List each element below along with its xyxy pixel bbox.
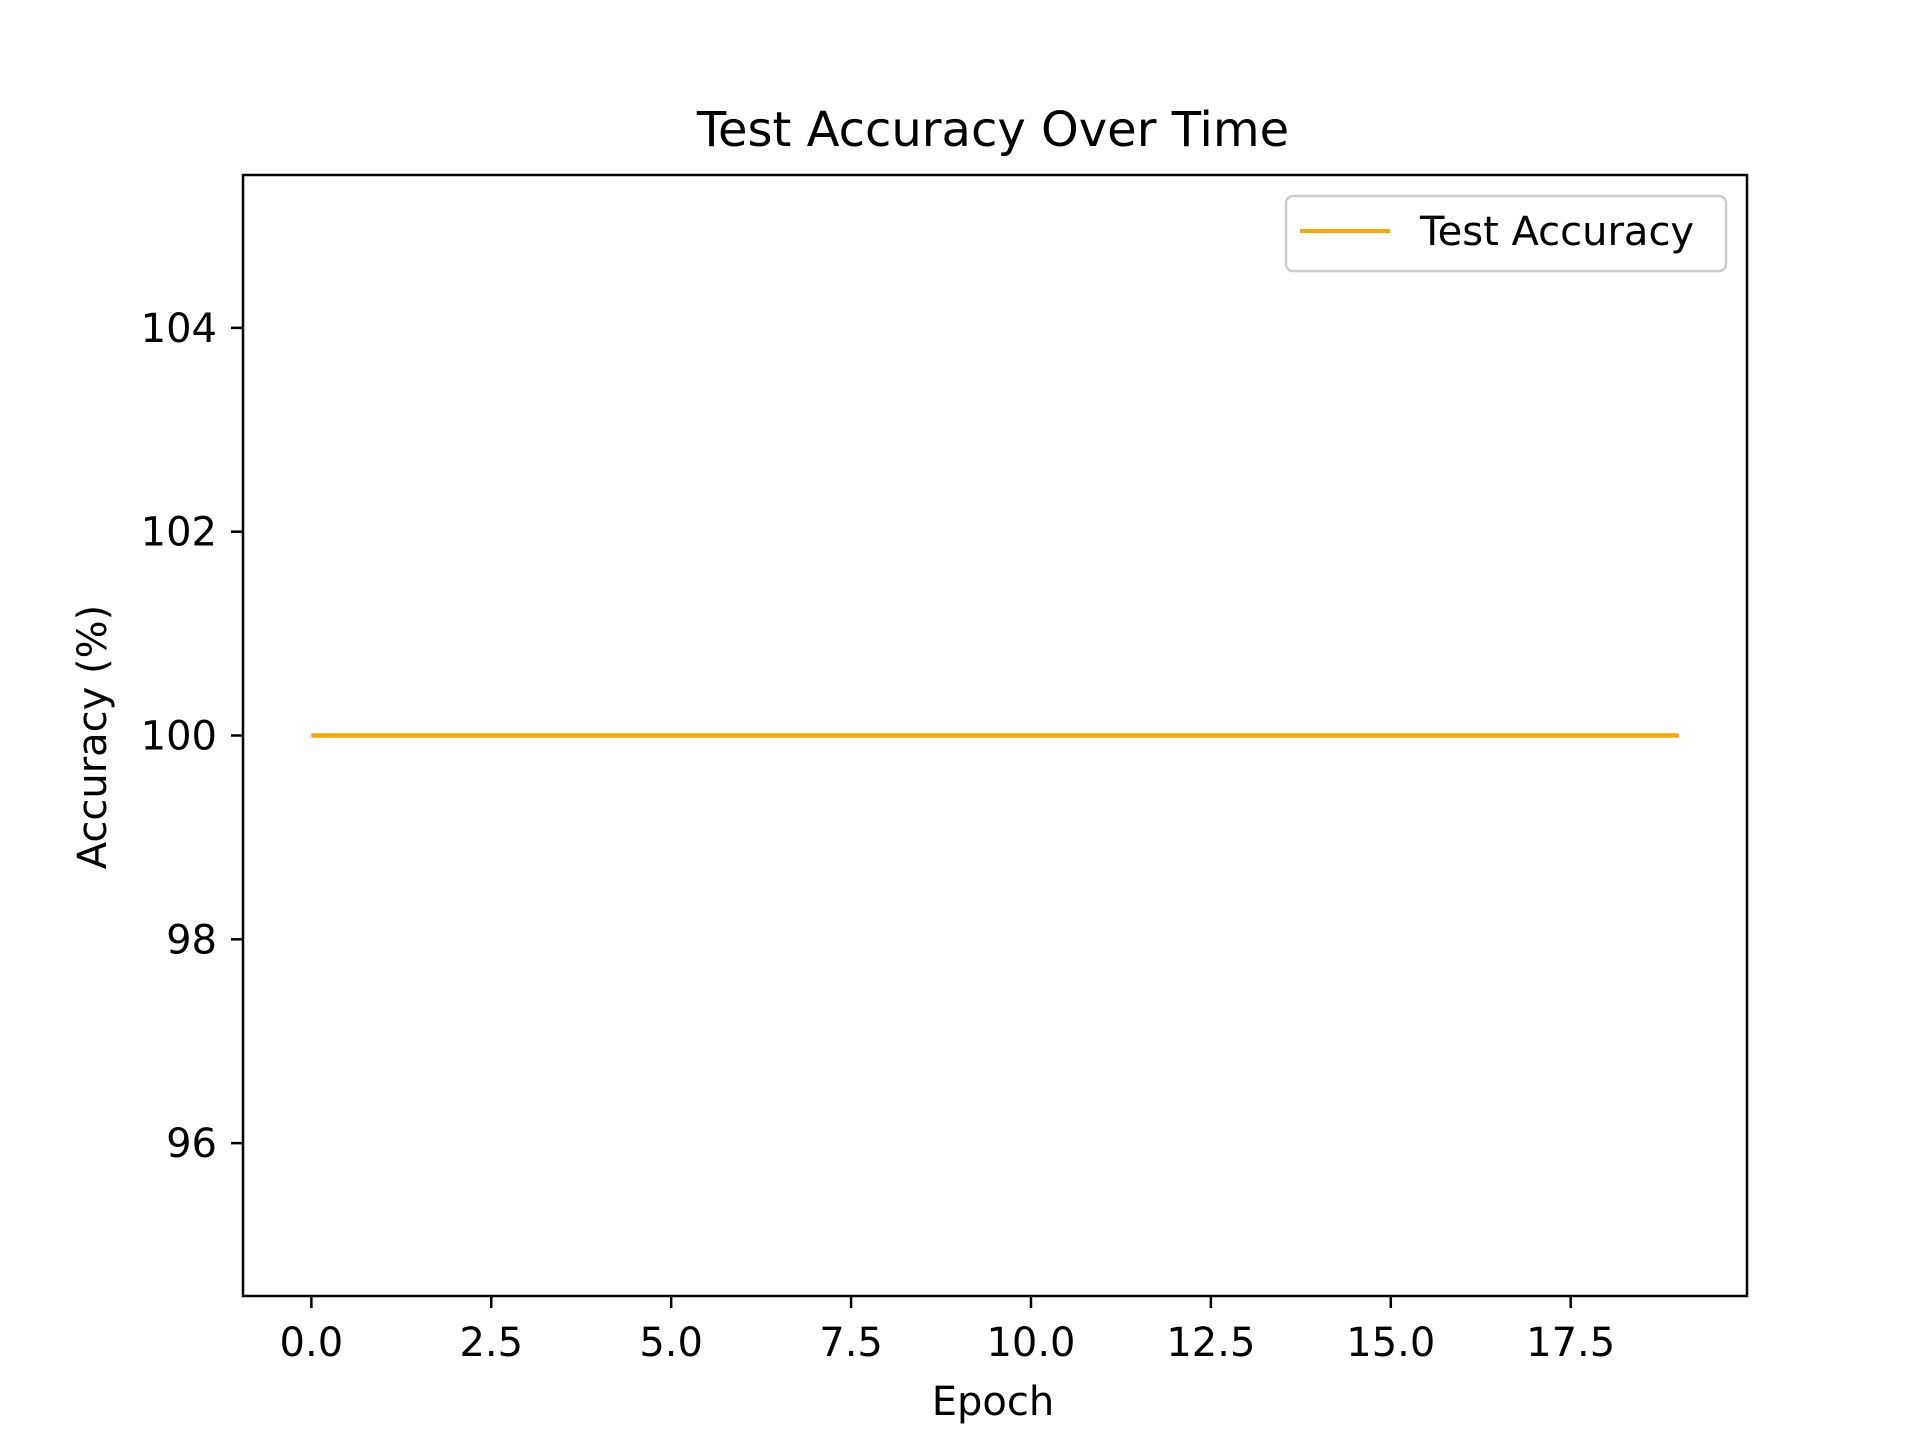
x-tick-label: 15.0 (1346, 1320, 1435, 1366)
legend-box (1284, 194, 1728, 273)
x-tick-label: 0.0 (280, 1320, 344, 1366)
y-axis: 96 98 100 102 104 (141, 306, 243, 1167)
chart-title: Test Accuracy Over Time (696, 102, 1289, 158)
x-axis: 0.0 2.5 5.0 7.5 10.0 12.5 15.0 17.5 (280, 1296, 1615, 1366)
y-tick-label: 100 (141, 714, 217, 760)
x-tick-label: 10.0 (986, 1320, 1075, 1366)
legend-label: Test Accuracy (1419, 209, 1694, 255)
y-tick-label: 98 (166, 917, 217, 963)
x-axis-label: Epoch (932, 1379, 1054, 1425)
legend: Test Accuracy (1284, 194, 1728, 273)
x-tick-label: 2.5 (459, 1320, 523, 1366)
y-axis-label: Accuracy (%) (70, 605, 116, 870)
y-tick-label: 104 (141, 306, 217, 352)
plot-area (241, 173, 1749, 1298)
x-tick-label: 7.5 (819, 1320, 883, 1366)
x-tick-label: 5.0 (639, 1320, 703, 1366)
x-tick-label: 17.5 (1526, 1320, 1615, 1366)
y-tick-label: 96 (166, 1121, 217, 1167)
x-tick-label: 12.5 (1166, 1320, 1255, 1366)
y-tick-label: 102 (141, 510, 217, 556)
